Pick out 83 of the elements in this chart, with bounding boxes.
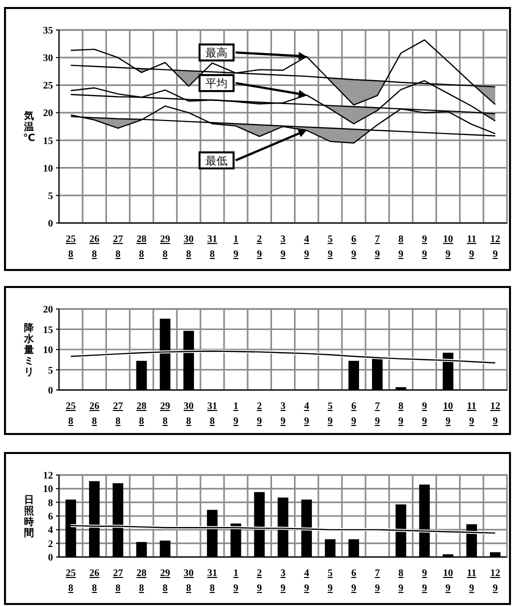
x-tick-label: 30 8 [184,401,194,427]
y-tick-label: 12 [43,470,53,482]
x-tick-label: 10 9 [443,568,454,594]
y-tick-label: 4 [48,525,53,536]
x-tick-label: 6 9 [351,568,356,594]
x-tick-label: 28 8 [136,234,147,260]
x-tick-label: 1 9 [233,568,238,594]
x-tick-label: 2 9 [256,234,262,260]
x-tick-label: 2 9 [256,568,262,594]
x-tick-label: 29 8 [160,234,170,260]
x-tick-label: 11 9 [466,568,476,594]
x-tick-label: 9 9 [422,568,427,594]
y-tick-label: 15 [43,136,53,147]
x-tick-label: 7 9 [374,234,380,260]
annotation: 最低 [206,155,228,168]
x-tick-label: 30 8 [184,568,194,594]
x-tick-label: 8 9 [398,568,404,594]
x-tick-label: 3 9 [280,401,286,427]
y-tick-label: 20 [43,304,53,316]
x-tick-label: 27 8 [112,401,123,427]
x-tick-label: 6 9 [351,234,356,260]
y-tick-label: 10 [43,163,53,174]
x-tick-label: 25 8 [66,234,76,260]
y-tick-label: 2 [48,538,53,550]
x-tick-label: 2 9 [256,401,262,427]
y-axis-title: 日照時間 [24,495,34,539]
x-tick-label: 1 9 [233,234,238,260]
x-tick-label: 5 9 [328,401,333,427]
x-tick-label: 10 9 [443,234,454,260]
y-tick-label: 35 [43,26,53,36]
x-tick-label: 4 9 [304,401,310,427]
x-tick-label: 28 8 [136,401,147,427]
x-tick-label: 1 9 [233,401,238,427]
x-tick-label: 12 9 [490,401,500,427]
x-tick-label: 9 9 [422,401,427,427]
y-tick-label: 6 [48,512,53,522]
x-tick-label: 28 8 [136,568,147,594]
x-tick-label: 3 9 [280,234,286,260]
x-tick-label: 12 9 [490,568,500,594]
y-tick-label: 10 [43,484,53,496]
x-tick-label: 4 9 [304,234,310,260]
y-axis-title: 気温℃ [22,110,36,144]
y-tick-label: 0 [48,386,53,396]
x-tick-label: 27 8 [112,568,123,594]
y-tick-label: 5 [48,190,53,202]
x-tick-label: 8 9 [398,234,404,260]
x-tick-label: 11 9 [466,401,476,427]
x-tick-label: 26 8 [89,401,100,427]
x-tick-label: 7 9 [374,568,380,594]
annotation: 最高 [206,46,228,60]
x-tick-label: 29 8 [160,401,170,427]
y-tick-label: 10 [43,345,53,356]
x-tick-label: 26 8 [89,234,100,260]
x-tick-label: 25 8 [66,568,76,594]
y-tick-label: 20 [43,108,53,120]
y-tick-label: 5 [48,365,53,376]
y-tick-label: 25 [43,80,53,92]
x-tick-label: 7 9 [374,401,380,427]
y-tick-label: 30 [43,53,53,64]
x-tick-label: 5 9 [328,568,333,594]
y-axis-title: 降水量ミリ [23,322,35,378]
y-tick-label: 0 [48,218,53,230]
x-tick-label: 31 8 [207,234,218,260]
x-tick-label: 12 9 [490,234,500,260]
x-tick-label: 25 8 [66,401,76,427]
x-tick-label: 4 9 [304,568,310,594]
x-tick-label: 3 9 [280,568,286,594]
y-tick-label: 0 [48,552,53,564]
x-tick-label: 6 9 [351,401,356,427]
y-tick-label: 15 [43,324,53,336]
x-tick-label: 30 8 [184,234,194,260]
x-tick-label: 5 9 [328,234,333,260]
x-tick-label: 27 8 [112,234,123,260]
x-tick-label: 8 9 [398,401,404,427]
y-tick-label: 8 [48,498,53,509]
annotation: 平均 [206,78,228,90]
x-tick-label: 9 9 [422,234,427,260]
x-tick-label: 11 9 [466,234,476,260]
x-tick-label: 29 8 [160,568,170,594]
x-tick-label: 10 9 [443,401,454,427]
x-tick-label: 31 8 [207,401,218,427]
x-tick-label: 26 8 [89,568,100,594]
x-tick-label: 31 8 [207,568,218,594]
